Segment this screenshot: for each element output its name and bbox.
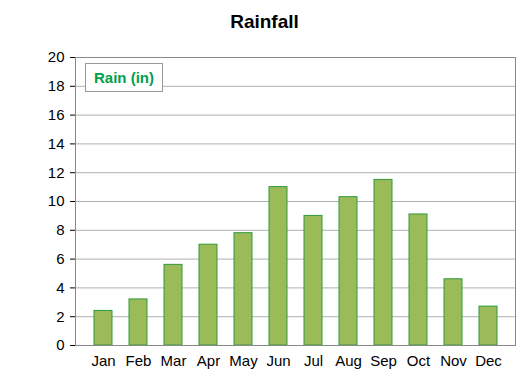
svg-text:Jun: Jun bbox=[266, 352, 290, 369]
svg-text:14: 14 bbox=[48, 135, 65, 152]
svg-text:Feb: Feb bbox=[126, 352, 152, 369]
svg-text:Jul: Jul bbox=[304, 352, 323, 369]
svg-text:Aug: Aug bbox=[335, 352, 362, 369]
svg-text:12: 12 bbox=[48, 164, 65, 181]
svg-text:May: May bbox=[229, 352, 258, 369]
svg-text:Apr: Apr bbox=[197, 352, 220, 369]
svg-text:Nov: Nov bbox=[440, 352, 467, 369]
html-text:Rainfall: Rainfall bbox=[230, 11, 299, 32]
svg-text:16: 16 bbox=[48, 106, 65, 123]
html-text:Rain (in): Rain (in) bbox=[94, 69, 154, 86]
svg-text:0: 0 bbox=[56, 336, 64, 353]
svg-text:10: 10 bbox=[48, 192, 65, 209]
svg-text:18: 18 bbox=[48, 77, 65, 94]
svg-text:Dec: Dec bbox=[475, 352, 502, 369]
svg-text:6: 6 bbox=[56, 250, 64, 267]
svg-text:2: 2 bbox=[56, 308, 64, 325]
svg-text:Mar: Mar bbox=[161, 352, 187, 369]
svg-text:4: 4 bbox=[56, 279, 64, 296]
svg-text:20: 20 bbox=[48, 48, 65, 65]
svg-text:Jan: Jan bbox=[91, 352, 115, 369]
svg-text:Sep: Sep bbox=[370, 352, 397, 369]
svg-text:8: 8 bbox=[56, 221, 64, 238]
svg-text:Oct: Oct bbox=[407, 352, 431, 369]
